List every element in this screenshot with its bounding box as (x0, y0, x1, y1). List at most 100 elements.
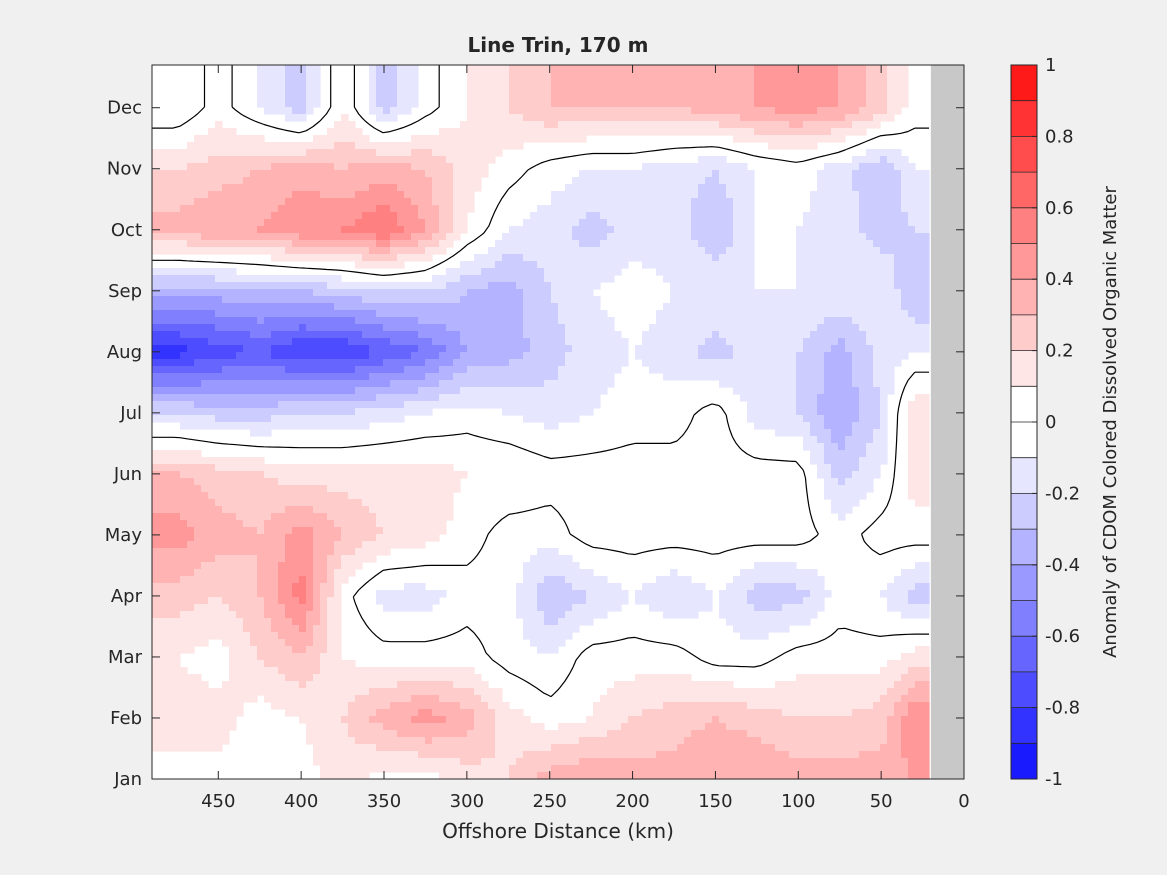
contour-cell (215, 401, 223, 409)
contour-cell (831, 499, 839, 507)
contour-cell (796, 359, 804, 367)
contour-cell (593, 86, 601, 94)
contour-cell (285, 352, 293, 360)
contour-cell (593, 121, 601, 129)
contour-cell (733, 296, 741, 304)
contour-cell (257, 205, 265, 213)
contour-cell (180, 247, 188, 255)
contour-cell (915, 296, 923, 304)
contour-cell (901, 338, 909, 346)
contour-cell (166, 317, 174, 325)
contour-cell (264, 380, 272, 388)
contour-cell (698, 212, 706, 220)
contour-cell (327, 338, 335, 346)
contour-cell (705, 338, 713, 346)
contour-cell (208, 275, 216, 283)
contour-cell (376, 93, 384, 101)
contour-cell (740, 296, 748, 304)
contour-cell (390, 373, 398, 381)
contour-cell (691, 289, 699, 297)
contour-cell (299, 163, 307, 171)
plot-area (151, 64, 965, 780)
contour-cell (642, 261, 650, 269)
contour-cell (418, 499, 426, 507)
contour-cell (901, 156, 909, 164)
contour-cell (173, 226, 181, 234)
contour-cell (768, 415, 776, 423)
contour-cell (488, 93, 496, 101)
contour-cell (880, 331, 888, 339)
contour-cell (782, 359, 790, 367)
contour-cell (754, 317, 762, 325)
contour-cell (509, 401, 517, 409)
contour-cell (446, 191, 454, 199)
contour-cell (663, 205, 671, 213)
contour-cell (852, 492, 860, 500)
contour-cell (635, 233, 643, 241)
contour-cell (243, 373, 251, 381)
contour-cell (579, 114, 587, 122)
contour-cell (411, 240, 419, 248)
contour-cell (474, 184, 482, 192)
contour-cell (516, 331, 524, 339)
contour-cell (173, 408, 181, 416)
contour-cell (593, 205, 601, 213)
contour-cell (404, 387, 412, 395)
contour-cell (600, 247, 608, 255)
contour-cell (264, 170, 272, 178)
contour-cell (859, 268, 867, 276)
contour-cell (320, 296, 328, 304)
contour-cell (348, 471, 356, 479)
contour-cell (327, 247, 335, 255)
contour-cell (236, 191, 244, 199)
contour-cell (327, 394, 335, 402)
contour-cell (691, 366, 699, 374)
contour-cell (747, 289, 755, 297)
contour-cell (810, 261, 818, 269)
contour-cell (775, 345, 783, 353)
contour-cell (236, 352, 244, 360)
contour-cell (453, 317, 461, 325)
contour-cell (397, 387, 405, 395)
contour-cell (845, 268, 853, 276)
contour-cell (383, 191, 391, 199)
contour-cell (880, 226, 888, 234)
contour-cell (558, 128, 566, 136)
contour-cell (691, 254, 699, 262)
contour-cell (726, 114, 734, 122)
contour-cell (579, 247, 587, 255)
contour-cell (320, 247, 328, 255)
contour-cell (642, 191, 650, 199)
contour-cell (719, 303, 727, 311)
contour-cell (250, 422, 258, 430)
contour-cell (215, 177, 223, 185)
contour-cell (278, 79, 286, 87)
contour-cell (285, 107, 293, 115)
contour-cell (712, 268, 720, 276)
contour-cell (642, 198, 650, 206)
contour-cell (915, 233, 923, 241)
contour-cell (208, 457, 216, 465)
contour-cell (537, 387, 545, 395)
contour-cell (243, 310, 251, 318)
contour-cell (173, 289, 181, 297)
contour-cell (859, 338, 867, 346)
contour-cell (285, 275, 293, 283)
contour-cell (544, 100, 552, 108)
contour-cell (901, 100, 909, 108)
contour-cell (922, 205, 930, 213)
contour-cell (320, 464, 328, 472)
contour-cell (278, 387, 286, 395)
contour-cell (677, 310, 685, 318)
contour-cell (544, 415, 552, 423)
contour-cell (873, 310, 881, 318)
contour-cell (572, 373, 580, 381)
contour-cell (789, 65, 797, 73)
contour-cell (922, 436, 930, 444)
contour-cell (495, 401, 503, 409)
contour-cell (670, 219, 678, 227)
contour-cell (670, 233, 678, 241)
contour-cell (425, 401, 433, 409)
contour-cell (551, 226, 559, 234)
contour-cell (768, 142, 776, 150)
